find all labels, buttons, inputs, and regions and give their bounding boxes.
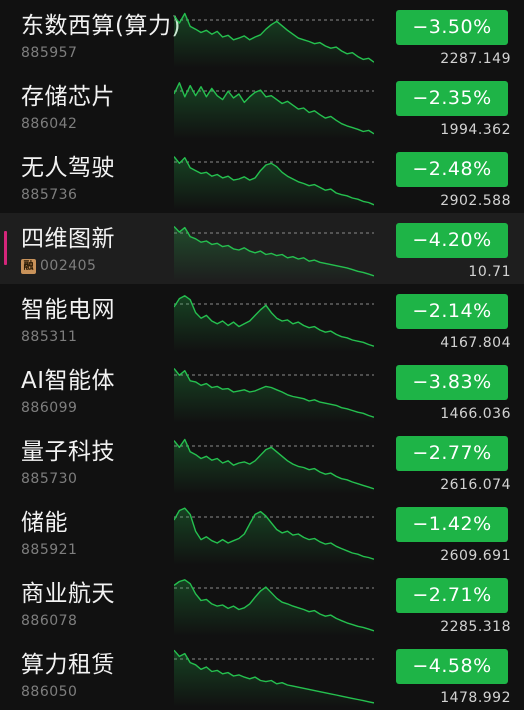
- change-percent-badge: −1.42%: [396, 507, 508, 542]
- stock-code: 002405: [40, 258, 97, 274]
- sector-name: 算力租赁: [21, 652, 115, 678]
- code-line: 融 002405: [21, 257, 96, 275]
- sector-name: 无人驾驶: [21, 155, 115, 181]
- code-line: 885921: [21, 541, 77, 559]
- last-price: 10.71: [468, 264, 511, 280]
- sparkline-line: [174, 156, 374, 206]
- row-selected-marker: [4, 231, 7, 265]
- watchlist-row[interactable]: 储能 885921 −1.42% 2609.691: [0, 497, 524, 568]
- sector-name: 商业航天: [21, 581, 115, 607]
- sector-name: AI智能体: [21, 368, 116, 394]
- sparkline-line: [174, 82, 374, 135]
- sector-code: 886042: [21, 116, 78, 132]
- sparkline-area: [174, 439, 374, 494]
- sparkline-area: [174, 368, 374, 423]
- intraday-sparkline: [174, 368, 374, 423]
- watchlist-row[interactable]: 四维图新 融 002405 −4.20% 10.71: [0, 213, 524, 284]
- intraday-sparkline: [174, 156, 374, 210]
- intraday-sparkline: [174, 12, 374, 68]
- sparkline-line: [174, 438, 374, 490]
- list-scrollbar[interactable]: [519, 0, 524, 710]
- last-price: 4167.804: [440, 335, 511, 351]
- code-line: 886042: [21, 115, 77, 133]
- sector-code: 885957: [21, 45, 78, 61]
- watchlist-row[interactable]: AI智能体 886099 −3.83% 1466.036: [0, 355, 524, 426]
- sparkline-area: [174, 579, 374, 636]
- code-line: 886050: [21, 683, 77, 701]
- sparkline-line: [174, 579, 374, 632]
- last-price: 1466.036: [440, 406, 511, 422]
- change-percent-badge: −3.83%: [396, 365, 508, 400]
- watchlist-row[interactable]: 东数西算(算力) 885957 −3.50% 2287.149: [0, 0, 524, 71]
- sparkline-area: [174, 156, 374, 210]
- sector-code: 886099: [21, 400, 78, 416]
- change-percent-badge: −4.58%: [396, 649, 508, 684]
- change-percent-badge: −2.48%: [396, 152, 508, 187]
- intraday-sparkline: [174, 507, 374, 565]
- code-line: 885311: [21, 328, 77, 346]
- watchlist-row[interactable]: 智能电网 885311 −2.14% 4167.804: [0, 284, 524, 355]
- intraday-sparkline: [174, 649, 374, 707]
- intraday-sparkline: [174, 295, 374, 352]
- sector-code: 885921: [21, 542, 78, 558]
- last-price: 2287.149: [440, 51, 511, 67]
- intraday-sparkline: [174, 579, 374, 636]
- sector-code: 886078: [21, 613, 78, 629]
- change-percent-badge: −2.77%: [396, 436, 508, 471]
- change-percent-badge: −2.14%: [396, 294, 508, 329]
- sparkline-line: [174, 507, 374, 560]
- watchlist-row[interactable]: 量子科技 885730 −2.77% 2616.074: [0, 426, 524, 497]
- sparkline-line: [174, 368, 374, 418]
- sector-name: 量子科技: [21, 439, 115, 465]
- last-price: 2902.588: [440, 193, 511, 209]
- code-line: 885730: [21, 470, 77, 488]
- sparkline-line: [174, 12, 374, 63]
- code-line: 885957: [21, 44, 77, 62]
- sector-name: 东数西算(算力): [21, 13, 181, 39]
- code-line: 886078: [21, 612, 77, 630]
- change-percent-badge: −2.35%: [396, 81, 508, 116]
- last-price: 2616.074: [440, 477, 511, 493]
- watchlist-row[interactable]: 商业航天 886078 −2.71% 2285.318: [0, 568, 524, 639]
- margin-trading-badge-icon: 融: [21, 258, 36, 274]
- sparkline-line: [174, 295, 374, 347]
- last-price: 1478.992: [440, 690, 511, 706]
- stock-name: 四维图新: [21, 226, 115, 252]
- sector-code: 885730: [21, 471, 78, 487]
- intraday-sparkline: [174, 438, 374, 494]
- sparkline-area: [174, 226, 374, 281]
- last-price: 2609.691: [440, 548, 511, 564]
- last-price: 1994.362: [440, 122, 511, 138]
- sector-name: 智能电网: [21, 297, 115, 323]
- sparkline-area: [174, 82, 374, 139]
- sparkline-area: [174, 295, 374, 352]
- sparkline-line: [174, 649, 374, 704]
- sparkline-line: [174, 226, 374, 277]
- change-percent-badge: −3.50%: [396, 10, 508, 45]
- code-line: 885736: [21, 186, 77, 204]
- last-price: 2285.318: [440, 619, 511, 635]
- change-percent-badge: −2.71%: [396, 578, 508, 613]
- watchlist-row[interactable]: 存储芯片 886042 −2.35% 1994.362: [0, 71, 524, 142]
- intraday-sparkline: [174, 226, 374, 281]
- watchlist-row[interactable]: 无人驾驶 885736 −2.48% 2902.588: [0, 142, 524, 213]
- watchlist-row[interactable]: 算力租赁 886050 −4.58% 1478.992: [0, 639, 524, 710]
- intraday-sparkline: [174, 82, 374, 139]
- sector-name: 存储芯片: [21, 84, 115, 110]
- sector-code: 885736: [21, 187, 78, 203]
- sparkline-area: [174, 508, 374, 565]
- code-line: 886099: [21, 399, 77, 417]
- sector-code: 886050: [21, 684, 78, 700]
- sparkline-area: [174, 13, 374, 68]
- sector-code: 885311: [21, 329, 78, 345]
- sector-name: 储能: [21, 510, 68, 536]
- change-percent-badge: −4.20%: [396, 223, 508, 258]
